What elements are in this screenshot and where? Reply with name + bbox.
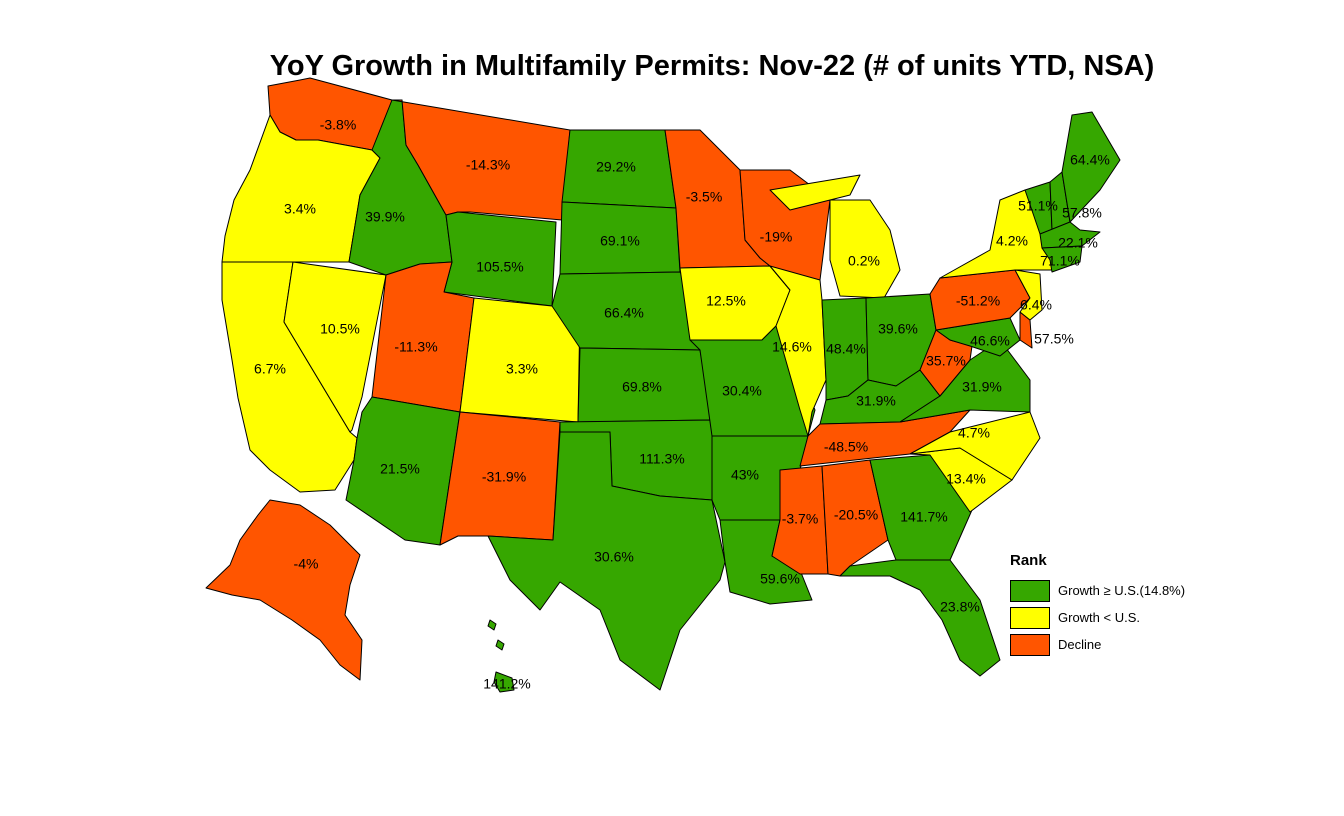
state-label-nc: 4.7% bbox=[958, 425, 990, 441]
state-label-vt: 51.1% bbox=[1018, 198, 1058, 214]
state-label-de: 57.5% bbox=[1034, 331, 1074, 347]
legend-swatch-growth-high bbox=[1010, 579, 1050, 602]
state-label-in: 48.4% bbox=[826, 341, 866, 357]
legend-swatch-growth-low bbox=[1010, 606, 1050, 629]
state-label-al: -20.5% bbox=[834, 507, 878, 523]
state-label-id: 39.9% bbox=[365, 209, 405, 225]
state-label-mi: 0.2% bbox=[848, 253, 880, 269]
state-label-ms: -3.7% bbox=[782, 511, 819, 527]
state-label-nd: 29.2% bbox=[596, 159, 636, 175]
state-label-ca: 6.7% bbox=[254, 361, 286, 377]
state-tn bbox=[799, 409, 971, 467]
legend-item-growth-low: Growth < U.S. bbox=[1010, 604, 1185, 631]
state-label-ga: 141.7% bbox=[900, 509, 947, 525]
state-label-ks: 69.8% bbox=[622, 379, 662, 395]
state-label-mn: -3.5% bbox=[686, 189, 723, 205]
legend-label-growth-high: Growth ≥ U.S.(14.8%) bbox=[1058, 583, 1186, 598]
state-nj bbox=[1014, 269, 1043, 321]
state-mi bbox=[769, 174, 901, 299]
state-label-ia: 12.5% bbox=[706, 293, 746, 309]
state-label-ar: 43% bbox=[731, 467, 759, 483]
state-label-co: 3.3% bbox=[506, 361, 538, 377]
state-label-wi: -19% bbox=[760, 229, 793, 245]
state-label-ut: -11.3% bbox=[394, 339, 437, 355]
state-label-oh: 39.6% bbox=[878, 321, 918, 337]
state-label-az: 21.5% bbox=[380, 461, 420, 477]
legend-item-growth-high: Growth ≥ U.S.(14.8%) bbox=[1010, 577, 1185, 604]
state-shapes bbox=[205, 77, 1121, 693]
state-label-me: 64.4% bbox=[1070, 152, 1110, 168]
state-label-la: 59.6% bbox=[760, 571, 800, 587]
state-ak bbox=[205, 499, 363, 681]
state-label-pa: -51.2% bbox=[956, 293, 1000, 309]
legend-swatch-decline bbox=[1010, 633, 1050, 656]
state-label-ma: 22.1% bbox=[1058, 235, 1098, 251]
state-label-nj: 6.4% bbox=[1020, 297, 1052, 313]
state-label-mo: 30.4% bbox=[722, 383, 762, 399]
state-label-tn: -48.5% bbox=[824, 439, 868, 455]
legend-label-decline: Decline bbox=[1058, 637, 1102, 652]
state-hi bbox=[487, 619, 515, 693]
legend-label-growth-low: Growth < U.S. bbox=[1058, 610, 1140, 625]
state-label-or: 3.4% bbox=[284, 201, 316, 217]
state-label-sc: 13.4% bbox=[946, 471, 986, 487]
state-ct bbox=[1041, 245, 1083, 273]
state-label-nh: 57.8% bbox=[1062, 205, 1102, 221]
state-label-ct: 71.1% bbox=[1040, 253, 1080, 269]
state-label-mt: -14.3% bbox=[466, 157, 510, 173]
state-nc bbox=[909, 411, 1041, 481]
state-fl bbox=[839, 559, 1001, 677]
state-label-ak: -4% bbox=[294, 556, 319, 572]
state-label-wv: 35.7% bbox=[926, 353, 966, 369]
state-label-ky: 31.9% bbox=[856, 393, 896, 409]
legend-title: Rank bbox=[1010, 552, 1047, 569]
state-label-va: 31.9% bbox=[962, 379, 1002, 395]
state-label-ny: 4.2% bbox=[996, 233, 1028, 249]
state-labels: -3.8% 3.4% 6.7% 10.5% 39.9% -14.3% 105.5% -11.3… bbox=[254, 117, 1110, 692]
state-label-nv: 10.5% bbox=[320, 321, 360, 337]
state-label-hi: 141.2% bbox=[483, 676, 530, 692]
state-label-nm: -31.9% bbox=[482, 469, 526, 485]
state-label-fl: 23.8% bbox=[940, 599, 980, 615]
map-title: YoY Growth in Multifamily Permits: Nov-2… bbox=[269, 50, 1155, 82]
state-label-ok: 111.3% bbox=[639, 451, 684, 467]
state-label-wy: 105.5% bbox=[476, 259, 523, 275]
state-co bbox=[459, 297, 581, 423]
state-label-il: 14.6% bbox=[772, 339, 812, 355]
state-label-tx: 30.6% bbox=[594, 549, 634, 565]
state-tx bbox=[487, 431, 726, 691]
state-label-sd: 69.1% bbox=[600, 233, 640, 249]
state-label-wa: -3.8% bbox=[320, 117, 357, 133]
legend: Rank Growth ≥ U.S.(14.8%) Growth < U.S. … bbox=[1010, 552, 1185, 658]
legend-item-decline: Decline bbox=[1010, 631, 1185, 658]
state-il bbox=[769, 265, 827, 437]
state-label-ne: 66.4% bbox=[604, 305, 644, 321]
state-label-md: 46.6% bbox=[970, 333, 1010, 349]
